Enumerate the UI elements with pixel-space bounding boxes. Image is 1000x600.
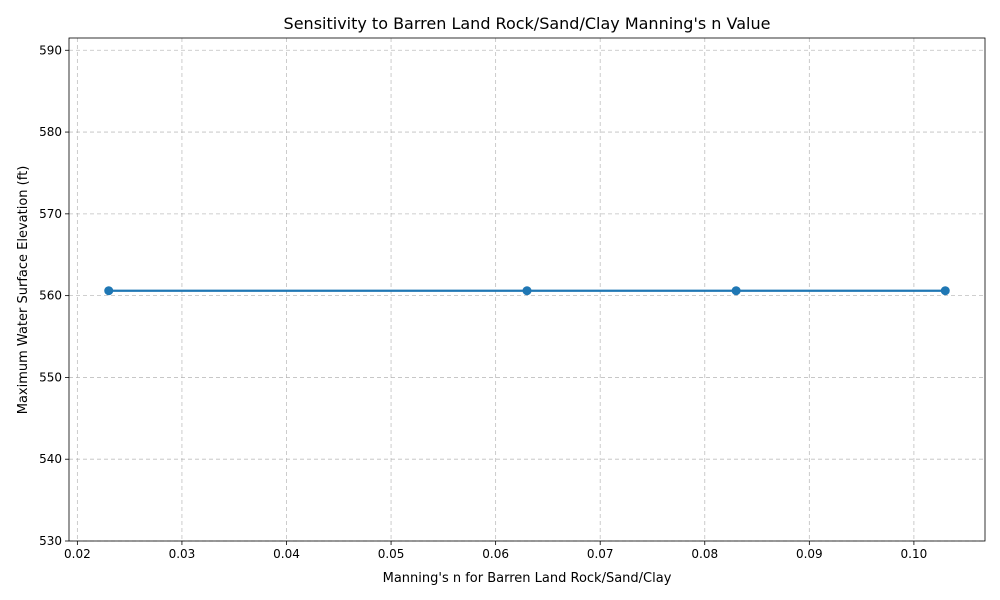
x-tick-label: 0.06 [482, 547, 509, 561]
x-tick-label: 0.04 [273, 547, 300, 561]
x-tick-label: 0.10 [901, 547, 928, 561]
y-tick-label: 570 [39, 207, 62, 221]
y-tick-label: 560 [39, 289, 62, 303]
y-tick-label: 590 [39, 43, 62, 57]
x-tick-label: 0.08 [691, 547, 718, 561]
y-tick-label: 530 [39, 534, 62, 548]
x-tick-label: 0.09 [796, 547, 823, 561]
x-tick-label: 0.07 [587, 547, 614, 561]
series-layer [104, 286, 950, 296]
data-point [522, 286, 532, 296]
chart-title: Sensitivity to Barren Land Rock/Sand/Cla… [284, 14, 771, 33]
data-point [731, 286, 741, 296]
data-point [940, 286, 950, 296]
y-tick-label: 540 [39, 452, 62, 466]
x-tick-label: 0.03 [169, 547, 196, 561]
data-point [104, 286, 114, 296]
x-tick-label: 0.05 [378, 547, 405, 561]
x-tick-label: 0.02 [64, 547, 91, 561]
x-axis-label: Manning's n for Barren Land Rock/Sand/Cl… [383, 571, 672, 586]
axis-ticks: 0.02 0.03 0.04 0.05 0.06 0.07 0.08 0.09 0.10 530 5… [39, 43, 927, 561]
y-axis-label: Maximum Water Surface Elevation (ft) [16, 166, 31, 415]
grid-lines [69, 38, 985, 542]
y-tick-label: 580 [39, 125, 62, 139]
plot-frame [68, 37, 986, 542]
y-tick-label: 550 [39, 370, 62, 384]
